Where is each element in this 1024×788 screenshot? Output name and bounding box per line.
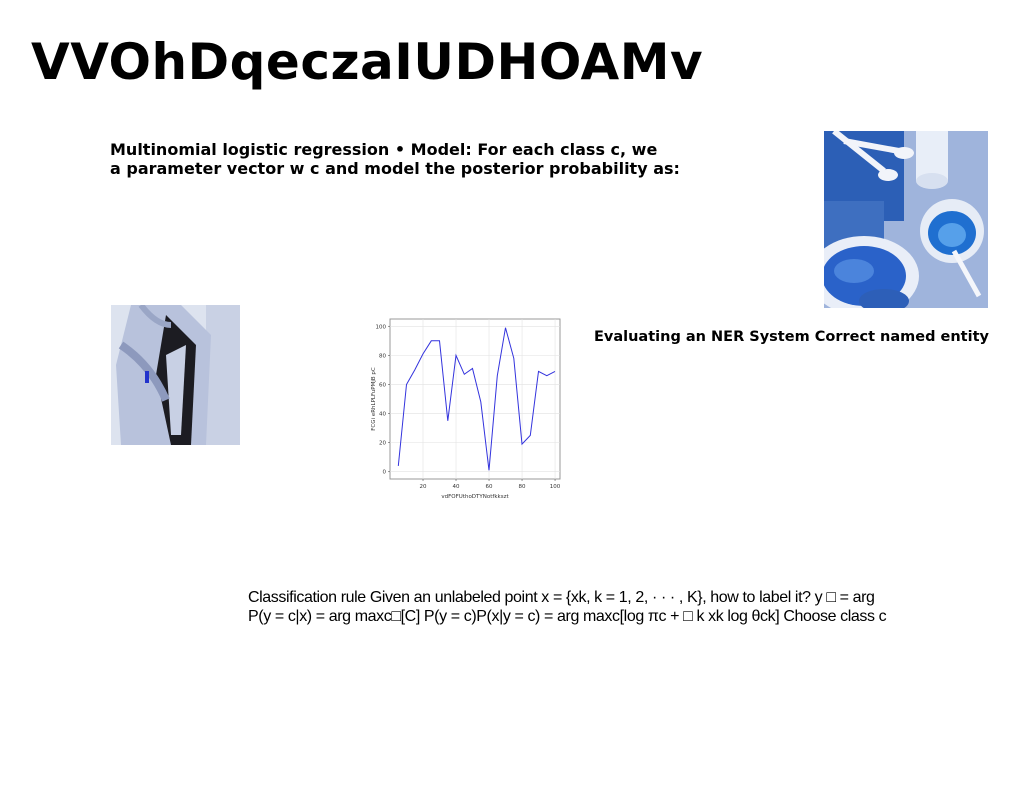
chart-grid [390,319,560,479]
chart-x-tick-label: 80 [519,484,526,490]
chart-plot-area [389,318,561,480]
chart-y-tick-label: 60 [379,382,386,388]
chart-x-tick-label: 100 [550,484,561,490]
chart-y-axis: 0 20 40 60 80 100 [376,324,390,476]
text-block-classification-rule: Classification rule Given an unlabeled p… [248,588,948,626]
chart-x-tick-label: 40 [453,484,460,490]
chart-x-axis-label: vdFOFUthoDTYNotfkkszt [441,494,509,500]
person-photo [111,305,240,445]
chart-y-tick-label: 80 [379,353,386,359]
chart-y-axis-label: FCGi eRhLPLFuPMjB pC [371,367,377,431]
text-line: P(y = c|x) = arg maxc□[C] P(y = c)P(x|y … [248,608,887,625]
chart-x-tick-label: 60 [486,484,493,490]
food-photo [824,131,988,308]
text-line: a parameter vector w c and model the pos… [110,159,680,178]
chart-y-tick-label: 0 [383,470,387,476]
chart-y-tick-label: 100 [376,324,387,330]
text-line: Classification rule Given an unlabeled p… [248,589,875,606]
text-line: Multinomial logistic regression • Model:… [110,140,658,159]
chart-y-tick-label: 20 [379,441,386,447]
line-chart: 0 20 40 60 80 100 20 40 60 80 100 vdFOFUthoDTYNot… [362,312,570,502]
chart-x-tick-label: 20 [420,484,427,490]
chart-y-tick-label: 40 [379,412,386,418]
text-block-logistic-regression: Multinomial logistic regression • Model:… [110,140,710,178]
slide-title: VVOhDqeczaIUDHOAMv [31,33,704,91]
text-block-ner-evaluation: Evaluating an NER System Correct named e… [594,329,989,345]
chart-series-line [397,327,556,471]
chart-x-axis: 20 40 60 80 100 [420,479,561,490]
